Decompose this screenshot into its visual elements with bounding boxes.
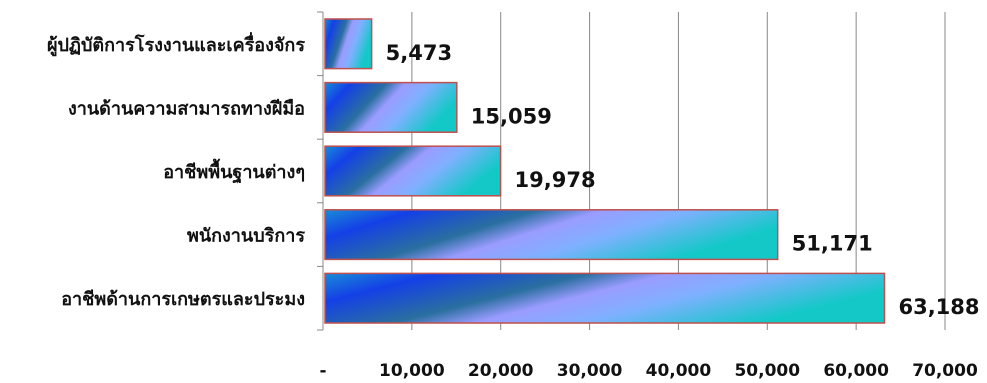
axes — [317, 11, 324, 331]
bar — [324, 272, 886, 324]
category-label: พนักงานบริการ — [187, 226, 305, 247]
bar — [324, 145, 502, 197]
x-tick-label: 30,000 — [557, 361, 623, 381]
data-label: 63,188 — [898, 295, 979, 319]
category-label: อาชีพด้านการเกษตรและประมง — [61, 289, 305, 310]
bar — [324, 209, 779, 261]
category-label: อาชีพพื้นฐานต่างๆ — [163, 158, 305, 184]
x-tick-labels: - 10,000 20,000 30,000 40,000 50,000 60,000 70,… — [319, 361, 977, 381]
data-label: 5,473 — [386, 41, 452, 65]
x-tick-label: - — [319, 361, 326, 381]
category-label: งานด้านความสามารถทางฝีมือ — [68, 98, 305, 119]
x-tick-label: 60,000 — [823, 361, 889, 381]
x-tick-label: 10,000 — [379, 361, 445, 381]
data-labels: 5,473 15,059 19,978 51,171 63,188 — [386, 41, 980, 319]
category-label: ผู้ปฏิบัติการโรงงานและเครื่องจักร — [47, 32, 305, 57]
x-tick-label: 70,000 — [912, 361, 978, 381]
gridlines — [411, 12, 946, 330]
data-label: 15,059 — [471, 104, 552, 128]
bar — [324, 18, 373, 70]
data-label: 19,978 — [515, 168, 596, 192]
bar — [324, 81, 458, 133]
x-tick-label: 20,000 — [468, 361, 534, 381]
x-tick-label: 50,000 — [734, 361, 800, 381]
bars — [324, 18, 886, 324]
data-label: 51,171 — [792, 232, 873, 256]
x-tick-label: 40,000 — [646, 361, 712, 381]
category-labels: ผู้ปฏิบัติการโรงงานและเครื่องจักรงานด้าน… — [47, 32, 305, 310]
